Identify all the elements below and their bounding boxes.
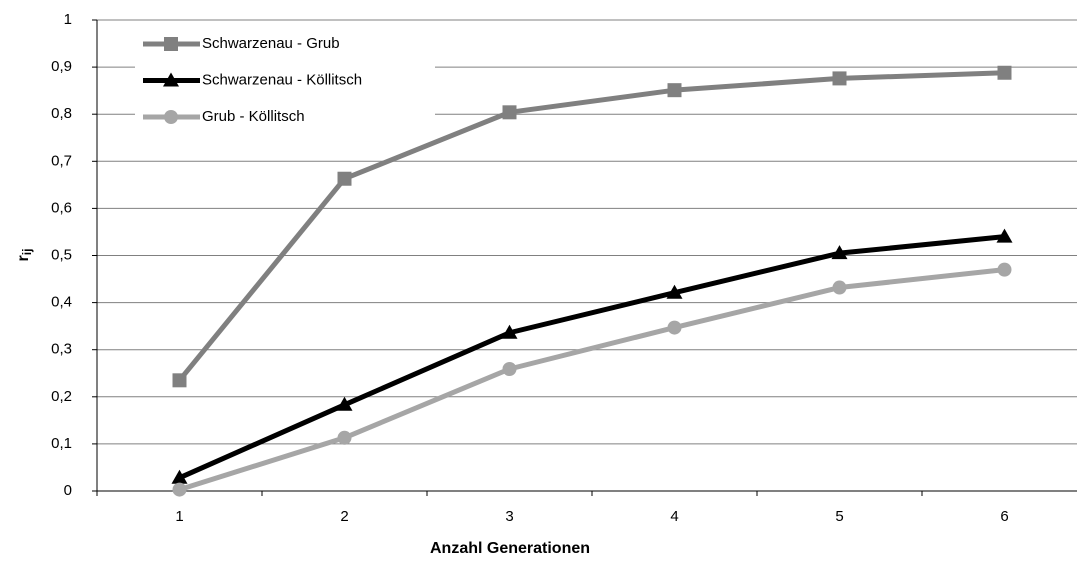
y-axis-label-main: r [15, 255, 32, 261]
marker [502, 362, 517, 377]
marker [501, 324, 518, 339]
y-tick-label: 0,6 [51, 199, 72, 216]
y-axis-label-sub: ij [20, 249, 34, 256]
x-tick-label: 5 [835, 508, 843, 525]
marker [996, 228, 1013, 243]
marker [164, 110, 178, 124]
y-tick-label: 0,2 [51, 388, 72, 405]
marker [667, 320, 682, 335]
y-tick-label: 1 [64, 11, 72, 28]
x-tick-label: 6 [1000, 508, 1008, 525]
x-tick-label: 4 [670, 508, 678, 525]
y-tick-label: 0,4 [51, 294, 72, 311]
marker [171, 469, 188, 484]
marker [164, 37, 178, 51]
series-line [178, 267, 1005, 492]
marker [666, 284, 683, 299]
marker [172, 373, 187, 388]
marker [502, 105, 517, 120]
y-tick-label: 0 [64, 482, 72, 499]
marker [667, 83, 682, 98]
y-tick-label: 0,1 [51, 435, 72, 452]
marker [831, 245, 848, 260]
series-line [177, 70, 1005, 382]
marker [336, 396, 353, 411]
marker [172, 482, 187, 497]
marker [337, 430, 352, 445]
x-axis-label: Anzahl Generationen [430, 540, 590, 557]
y-tick-label: 0,7 [51, 152, 72, 169]
marker [997, 262, 1012, 277]
legend-label: Grub - Köllitsch [202, 108, 305, 125]
marker [832, 280, 847, 295]
legend-label: Schwarzenau - Köllitsch [202, 71, 362, 88]
y-tick-label: 0,8 [51, 105, 72, 122]
x-tick-label: 2 [340, 508, 348, 525]
y-tick-label: 0,9 [51, 58, 72, 75]
series-line [178, 234, 1005, 481]
y-axis-label: rij [15, 249, 34, 262]
y-tick-label: 0,3 [51, 341, 72, 358]
marker [997, 65, 1012, 80]
marker [337, 171, 352, 186]
legend-label: Schwarzenau - Grub [202, 35, 340, 52]
y-tick-label: 0,5 [51, 246, 72, 263]
marker [832, 71, 847, 86]
x-tick-label: 1 [175, 508, 183, 525]
x-tick-label: 3 [505, 508, 513, 525]
marker [163, 72, 179, 87]
